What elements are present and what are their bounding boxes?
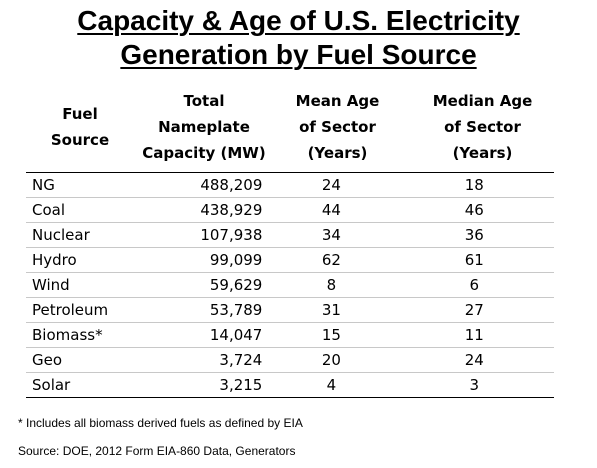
header-line: of Sector xyxy=(444,118,521,136)
cell-mean-age: 34 xyxy=(268,222,395,248)
cell-total-capacity: 488,209 xyxy=(141,173,269,198)
table-row: Petroleum 53,789 31 27 xyxy=(26,297,554,323)
cell-fuel-source: Wind xyxy=(26,272,142,298)
cell-total-capacity: 107,938 xyxy=(141,222,269,248)
header-line: Mean Age xyxy=(295,92,380,110)
header-mean-age: Mean Age of Sector (Years) xyxy=(280,88,395,166)
cell-mean-age: 44 xyxy=(268,197,395,223)
data-table: NG 488,209 24 18 Coal 438,929 44 46 Nuclear 107,9… xyxy=(26,172,554,398)
title-line-1: Capacity & Age of U.S. Electricity xyxy=(77,5,520,36)
header-line: Nameplate xyxy=(158,118,250,136)
header-line: Capacity (MW) xyxy=(142,144,266,162)
cell-fuel-source: Nuclear xyxy=(26,222,142,248)
cell-fuel-source: Geo xyxy=(26,347,142,373)
cell-fuel-source: Coal xyxy=(26,197,142,223)
table-row: Solar 3,215 4 3 xyxy=(26,373,554,398)
cell-total-capacity: 14,047 xyxy=(141,322,269,348)
cell-total-capacity: 59,629 xyxy=(141,272,269,298)
table-row: Wind 59,629 8 6 xyxy=(26,272,554,298)
cell-total-capacity: 99,099 xyxy=(141,247,269,273)
cell-fuel-source: Petroleum xyxy=(26,297,142,323)
header-line: Fuel xyxy=(62,105,98,123)
header-line: Median Age xyxy=(432,92,533,110)
cell-median-age: 46 xyxy=(394,197,554,223)
header-line: Total xyxy=(183,92,225,110)
cell-fuel-source: NG xyxy=(26,173,142,198)
table-row: Hydro 99,099 62 61 xyxy=(26,247,554,273)
cell-fuel-source: Biomass* xyxy=(26,322,142,348)
cell-median-age: 3 xyxy=(469,376,479,394)
table-row: Geo 3,724 20 24 xyxy=(26,347,554,373)
header-fuel-source: Fuel Source xyxy=(30,101,130,153)
cell-median-age: 11 xyxy=(394,322,554,348)
footnote: * Includes all biomass derived fuels as … xyxy=(18,416,303,430)
cell-fuel-source: Hydro xyxy=(26,247,142,273)
cell-mean-age: 62 xyxy=(268,247,395,273)
table-row: Coal 438,929 44 46 xyxy=(26,197,554,223)
cell-median-age: 18 xyxy=(394,173,554,198)
title-line-2: Generation by Fuel Source xyxy=(120,39,477,70)
table-row: Biomass* 14,047 15 11 xyxy=(26,322,554,348)
header-median-age: Median Age of Sector (Years) xyxy=(405,88,560,166)
table-body: NG 488,209 24 18 Coal 438,929 44 46 Nuclear 107,9… xyxy=(26,173,554,397)
table-row: NG 488,209 24 18 xyxy=(26,173,554,198)
chart-title: Capacity & Age of U.S. Electricity Gener… xyxy=(0,4,597,72)
cell-mean-age: 15 xyxy=(268,322,395,348)
cell-fuel-source: Solar xyxy=(32,376,71,394)
source-note: Source: DOE, 2012 Form EIA-860 Data, Gen… xyxy=(18,444,296,458)
header-line: (Years) xyxy=(452,144,513,162)
cell-median-age: 61 xyxy=(394,247,554,273)
cell-mean-age: 24 xyxy=(268,173,395,198)
cell-total-capacity: 3,215 xyxy=(219,376,263,394)
cell-total-capacity: 53,789 xyxy=(141,297,269,323)
header-line: of Sector xyxy=(299,118,376,136)
cell-median-age: 6 xyxy=(394,272,554,298)
cell-mean-age: 8 xyxy=(268,272,395,298)
cell-total-capacity: 3,724 xyxy=(141,347,269,373)
table-header: Fuel Source Total Nameplate Capacity (MW… xyxy=(30,88,560,170)
cell-median-age: 27 xyxy=(394,297,554,323)
cell-total-capacity: 438,929 xyxy=(141,197,269,223)
header-line: Source xyxy=(50,131,110,149)
cell-mean-age: 4 xyxy=(326,376,337,394)
cell-mean-age: 20 xyxy=(268,347,395,373)
header-line: (Years) xyxy=(307,144,368,162)
header-total-capacity: Total Nameplate Capacity (MW) xyxy=(140,88,268,166)
table-row: Nuclear 107,938 34 36 xyxy=(26,222,554,248)
cell-median-age: 24 xyxy=(394,347,554,373)
cell-mean-age: 31 xyxy=(268,297,395,323)
cell-median-age: 36 xyxy=(394,222,554,248)
